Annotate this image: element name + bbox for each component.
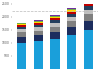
Bar — [17, 23, 26, 24]
Bar — [50, 17, 60, 18]
Bar — [34, 41, 43, 69]
Bar — [67, 17, 76, 21]
Bar — [67, 21, 76, 27]
Bar — [17, 32, 26, 37]
Bar — [84, 14, 93, 21]
Bar — [50, 20, 60, 23]
Bar — [67, 27, 76, 35]
Bar — [67, 9, 76, 10]
Bar — [50, 15, 60, 16]
Bar — [84, 10, 93, 14]
Bar — [17, 29, 26, 32]
Bar — [34, 21, 43, 22]
Bar — [84, 6, 93, 10]
Bar — [84, 21, 93, 30]
Bar — [50, 27, 60, 32]
Bar — [67, 10, 76, 12]
Bar — [50, 18, 60, 20]
Bar — [84, 0, 93, 1]
Bar — [34, 23, 43, 25]
Bar — [67, 14, 76, 17]
Bar — [50, 23, 60, 27]
Bar — [50, 16, 60, 17]
Bar — [17, 27, 26, 29]
Bar — [84, 2, 93, 3]
Bar — [50, 39, 60, 69]
Bar — [34, 22, 43, 23]
Bar — [84, 3, 93, 6]
Bar — [67, 8, 76, 9]
Bar — [84, 1, 93, 2]
Bar — [34, 25, 43, 27]
Bar — [84, 30, 93, 69]
Bar — [17, 43, 26, 69]
Bar — [34, 36, 43, 41]
Bar — [17, 25, 26, 27]
Bar — [34, 31, 43, 36]
Bar — [50, 32, 60, 39]
Bar — [67, 12, 76, 14]
Bar — [34, 27, 43, 31]
Bar — [17, 37, 26, 43]
Bar — [67, 35, 76, 69]
Bar — [17, 24, 26, 25]
Bar — [34, 20, 43, 21]
